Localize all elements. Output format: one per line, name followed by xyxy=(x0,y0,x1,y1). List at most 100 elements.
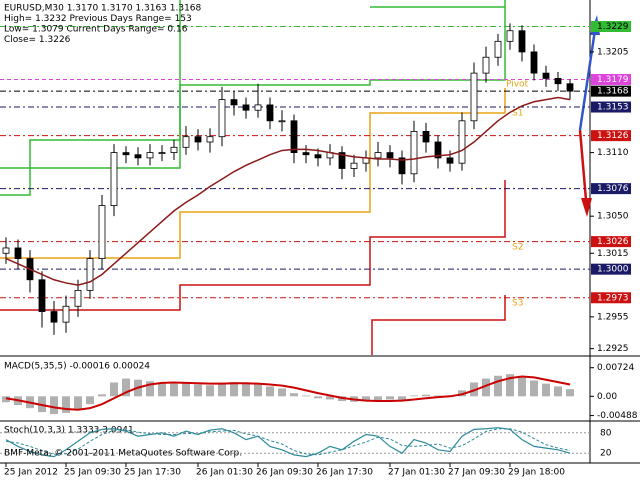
candle-body xyxy=(446,157,454,164)
candle-body xyxy=(158,152,166,154)
y-tick-label: 80 xyxy=(600,428,612,438)
stoch-signal xyxy=(5,428,571,456)
macd-bar xyxy=(110,382,118,397)
macd-bar xyxy=(566,389,574,397)
candle-body xyxy=(542,72,550,79)
x-tick-label: 27 Jan 01:30 xyxy=(388,468,445,478)
x-tick-label: 26 Jan 17:30 xyxy=(316,468,373,478)
macd-bar xyxy=(170,383,178,397)
macd-bar xyxy=(122,378,130,397)
macd-bar xyxy=(242,383,250,397)
candle-body xyxy=(506,30,514,42)
level-label-box xyxy=(591,292,631,304)
macd-signal xyxy=(5,375,571,411)
level-label: 1.3000 xyxy=(597,265,629,275)
candle-body xyxy=(398,157,406,175)
candle-body xyxy=(470,72,478,122)
macd-bar xyxy=(482,378,490,397)
candle-body xyxy=(266,104,274,122)
macd-bar xyxy=(230,382,238,397)
candle-body xyxy=(494,40,502,58)
arrow-down-head xyxy=(581,198,592,217)
stoch-main xyxy=(5,427,571,458)
level-label-box xyxy=(591,263,631,275)
x-tick-label: 29 Jan 18:00 xyxy=(508,468,565,478)
candle-body xyxy=(86,258,94,291)
candle-body xyxy=(566,83,574,92)
candle-body xyxy=(338,152,346,169)
candle-body xyxy=(206,136,214,143)
x-tick-label: 25 Jan 17:30 xyxy=(124,468,181,478)
candle-body xyxy=(170,146,178,153)
macd-bar xyxy=(50,396,58,415)
y-tick-label: 1.3205 xyxy=(597,47,629,57)
level-label: 1.3153 xyxy=(597,103,629,113)
macd-bar xyxy=(554,386,562,397)
candle-body xyxy=(254,104,262,111)
pivot-step-red xyxy=(0,180,506,311)
pivot-step-green xyxy=(0,0,181,169)
macd-bar xyxy=(326,396,334,400)
level-label: 1.2973 xyxy=(597,293,629,303)
macd-bar xyxy=(278,388,286,397)
candle-body xyxy=(422,131,430,143)
candle-body xyxy=(134,154,142,159)
candle-body xyxy=(482,56,490,74)
y-tick-label: 1.3110 xyxy=(597,148,629,158)
x-tick-label: 27 Jan 09:30 xyxy=(448,468,505,478)
copyright: BMF-Meta, © 2001-2011 MetaQuotes Softwar… xyxy=(4,449,242,459)
y-tick-label: 1.3050 xyxy=(597,212,629,222)
macd-bar xyxy=(74,396,82,411)
candle-body xyxy=(518,30,526,53)
macd-bar xyxy=(254,384,262,397)
candle-body xyxy=(50,311,58,323)
level-label: 1.3229 xyxy=(597,22,629,32)
level-label-box xyxy=(591,85,631,97)
candle-body xyxy=(386,152,394,159)
info-line: Close= 1.3226 xyxy=(4,35,71,45)
stoch-label: Stoch(10,3,3) 1.3333 3.0941 xyxy=(4,426,134,436)
y-tick-label: 0.00724 xyxy=(597,363,634,373)
macd-bar xyxy=(158,382,166,397)
level-label: 1.3179 xyxy=(597,75,629,85)
macd-bar xyxy=(146,381,154,397)
level-label-box xyxy=(591,101,631,113)
arrow-up xyxy=(578,29,597,131)
pivot-label: Pivot xyxy=(506,80,529,90)
level-label-box xyxy=(591,183,631,195)
pivot-step-orange xyxy=(0,88,506,259)
candle-body xyxy=(218,99,226,138)
candle-body xyxy=(458,120,466,164)
y-tick-label: 1.2955 xyxy=(597,312,629,322)
candle-body xyxy=(434,141,442,159)
y-tick-label: -0.00488 xyxy=(597,411,638,421)
macd-bar xyxy=(506,374,514,397)
candle-body xyxy=(554,78,562,85)
macd-bar xyxy=(314,396,322,399)
y-tick-label: 0.00 xyxy=(597,392,617,402)
macd-bar xyxy=(62,396,70,413)
macd-bar xyxy=(98,394,106,397)
x-tick-label: 25 Jan 09:30 xyxy=(64,468,121,478)
candle-body xyxy=(14,247,22,259)
candle-body xyxy=(146,152,154,159)
level-label: 1.3168 xyxy=(597,87,629,97)
candle-body xyxy=(350,162,358,169)
macd-bar xyxy=(542,383,550,397)
candle-body xyxy=(122,152,130,156)
macd-bar xyxy=(398,396,406,402)
macd-bar xyxy=(434,395,442,397)
level-label-box xyxy=(591,236,631,248)
level-label: 1.3026 xyxy=(597,237,629,247)
macd-bar xyxy=(374,396,382,401)
candle-body xyxy=(230,99,238,106)
pivot-label: S2 xyxy=(512,243,523,253)
moving-average xyxy=(5,96,571,286)
candle-body xyxy=(410,131,418,175)
macd-bar xyxy=(86,396,94,405)
candle-body xyxy=(2,247,10,254)
candle-body xyxy=(278,120,286,123)
